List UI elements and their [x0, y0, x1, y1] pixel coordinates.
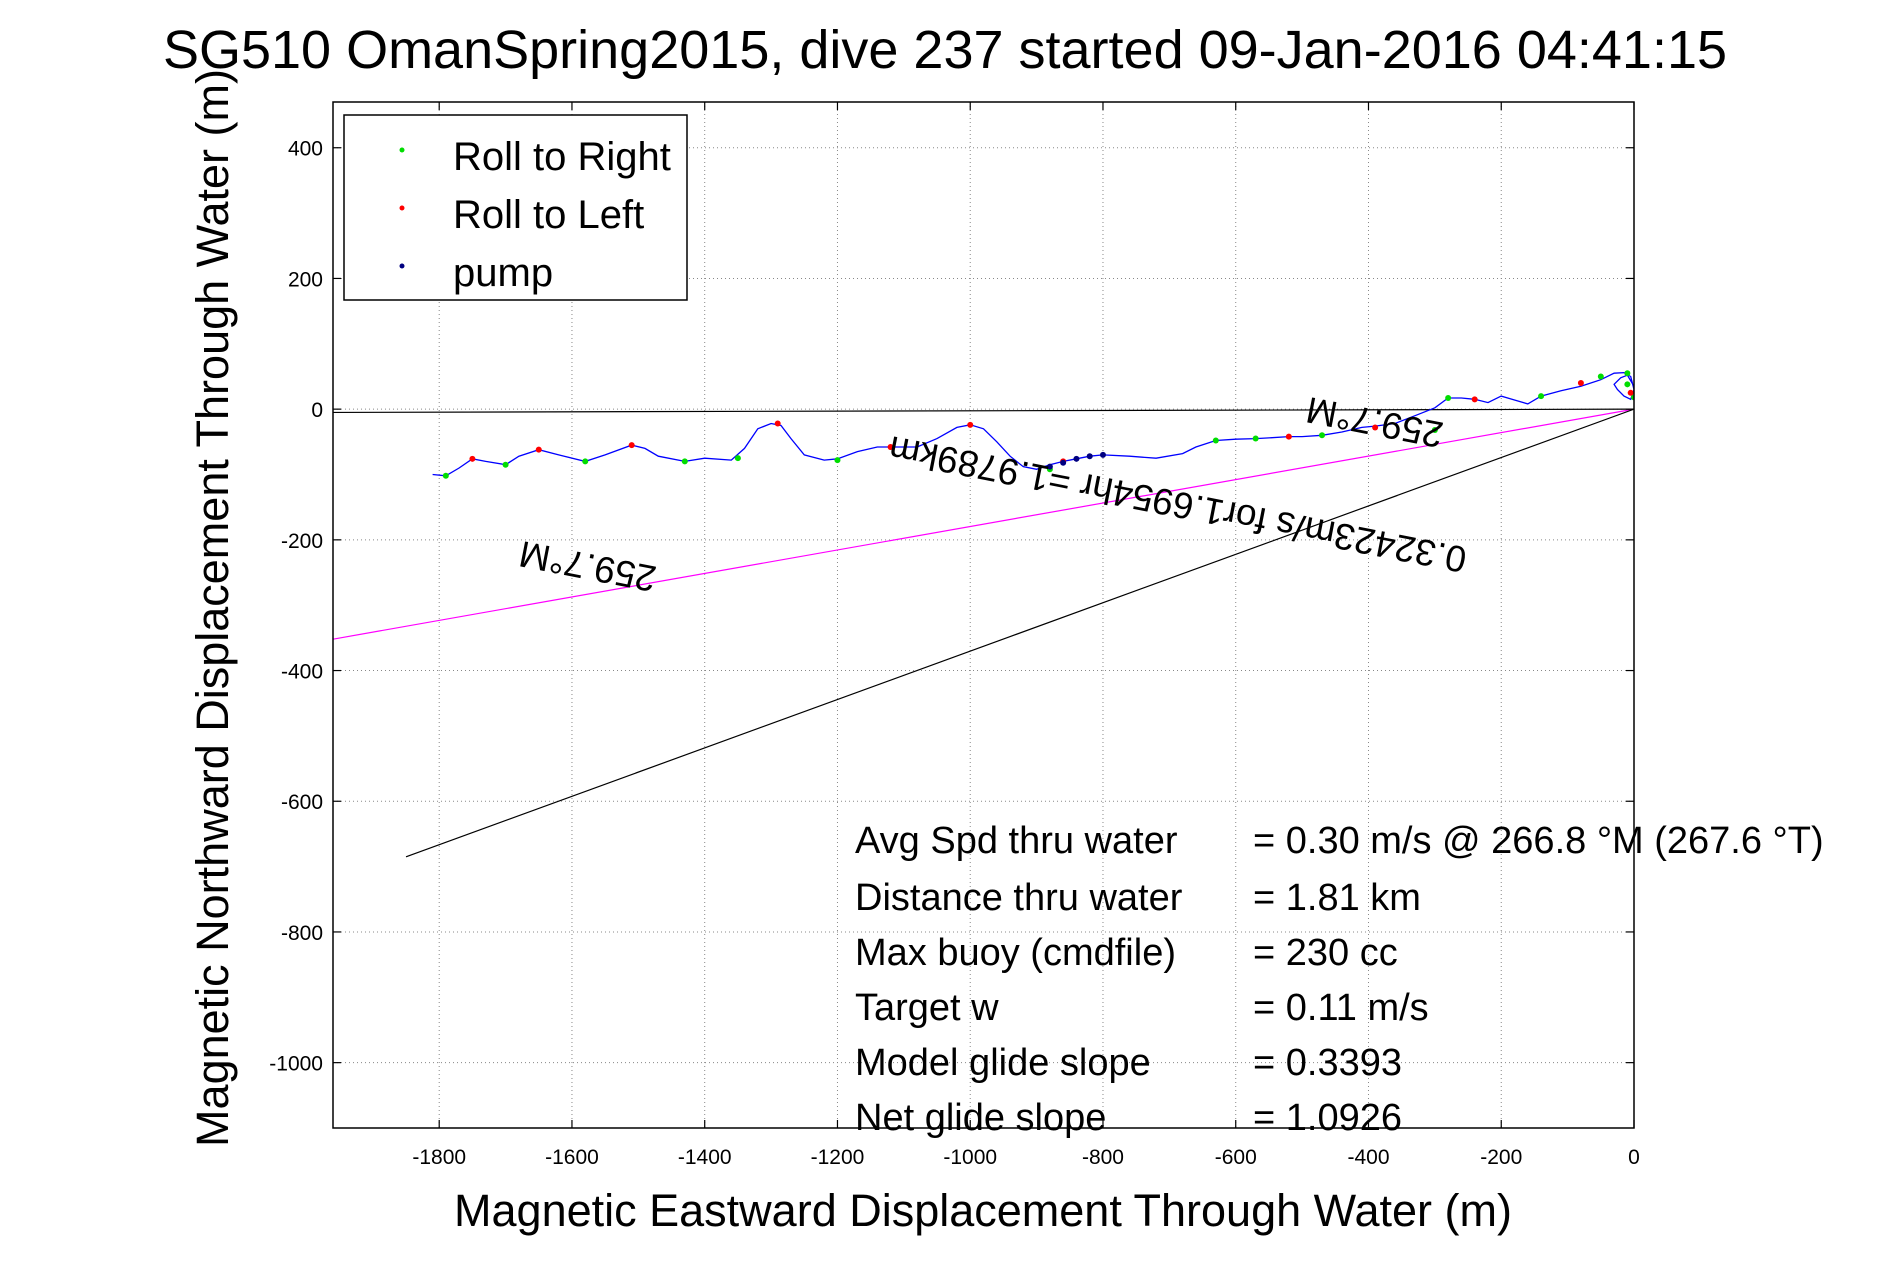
- roll-to-left-point: [967, 421, 974, 428]
- y-tick-label: -200: [281, 530, 323, 553]
- roll-to-right-point: [1445, 395, 1452, 402]
- reference-line: [333, 408, 1634, 640]
- pump-point: [1060, 459, 1067, 466]
- y-tick-label: 200: [288, 268, 323, 291]
- roll-to-right-point: [502, 461, 509, 468]
- legend-label-pump: pump: [453, 251, 553, 295]
- y-tick-label: -800: [281, 922, 323, 945]
- plot-frame: [332, 101, 1635, 1129]
- reference-lines: [333, 408, 1634, 858]
- stat-label: Model glide slope: [855, 1042, 1151, 1084]
- stat-label: Net glide slope: [855, 1097, 1106, 1139]
- roll-to-right-point: [1624, 381, 1631, 388]
- x-tick-label: 0: [1628, 1146, 1640, 1169]
- y-tick-label: 0: [311, 399, 323, 422]
- y-axis-label: Magnetic Northward Displacement Through …: [187, 69, 238, 1147]
- stat-value: = 0.3393: [1253, 1042, 1402, 1084]
- stat-label: Target w: [855, 987, 999, 1029]
- roll-to-right-point: [1431, 427, 1438, 434]
- y-tick-label: -600: [281, 791, 323, 814]
- x-tick-label: -200: [1480, 1146, 1522, 1169]
- roll-to-left-point: [1285, 433, 1292, 440]
- roll-to-right-point: [681, 458, 688, 465]
- x-tick-label: -1000: [943, 1146, 997, 1169]
- x-tick-label: -1400: [678, 1146, 732, 1169]
- roll-to-left-point: [1577, 380, 1584, 387]
- x-axis-label: Magnetic Eastward Displacement Through W…: [454, 1185, 1512, 1236]
- reference-line: [333, 408, 1634, 414]
- x-tick-label: -1800: [412, 1146, 466, 1169]
- x-tick-label: -1200: [811, 1146, 865, 1169]
- stat-value: = 0.11 m/s: [1253, 987, 1429, 1029]
- roll-to-right-point: [1212, 437, 1219, 444]
- roll-to-left-point: [887, 444, 894, 451]
- roll-to-left-point: [1627, 389, 1634, 396]
- axis-ticks: -1800 -1600 -1400 -1200 -1000 -800 -600 -400 -20…: [269, 102, 1640, 1169]
- legend-label-roll-right: Roll to Right: [453, 135, 671, 179]
- x-tick-label: -1600: [545, 1146, 599, 1169]
- roll-to-right-point: [582, 458, 589, 465]
- pump-point: [1046, 463, 1053, 470]
- roll-to-right-point: [1319, 432, 1326, 439]
- legend: Roll to Right Roll to Left pump: [343, 114, 688, 301]
- roll-to-right-point: [1252, 435, 1259, 442]
- roll-to-right-point: [834, 457, 841, 464]
- chart-title: SG510 OmanSpring2015, dive 237 started 0…: [163, 20, 1727, 80]
- pump-point: [1086, 453, 1093, 460]
- roll-to-left-point: [1471, 396, 1478, 403]
- roll-to-left-point: [774, 420, 781, 427]
- stat-value: = 1.0926: [1253, 1097, 1402, 1139]
- stats-block: Avg Spd thru water = 0.30 m/s @ 266.8 °M…: [855, 820, 1824, 1139]
- roll-to-left-point: [1372, 424, 1379, 431]
- legend-marker-pump: [399, 263, 405, 269]
- stat-label: Max buoy (cmdfile): [855, 932, 1176, 974]
- pump-point: [1099, 451, 1106, 458]
- y-tick-label: -1000: [269, 1053, 323, 1076]
- roll-to-left-point: [628, 442, 635, 449]
- stat-value: = 230 cc: [1253, 932, 1398, 974]
- roll-to-left-point: [535, 446, 542, 453]
- x-tick-label: -600: [1215, 1146, 1257, 1169]
- legend-marker-roll-right: [399, 147, 405, 153]
- legend-marker-roll-left: [399, 205, 405, 211]
- stat-value: = 0.30 m/s @ 266.8 °M (267.6 °T): [1253, 820, 1824, 862]
- x-tick-label: -800: [1082, 1146, 1124, 1169]
- roll-to-right-point: [1624, 370, 1631, 377]
- roll-to-right-point: [1538, 393, 1545, 400]
- stat-value: = 1.81 km: [1253, 877, 1421, 919]
- pump-point: [1073, 455, 1080, 462]
- reference-line: [405, 408, 1634, 858]
- roll-to-left-point: [469, 455, 476, 462]
- roll-to-right-point: [734, 455, 741, 462]
- x-tick-label: -400: [1347, 1146, 1389, 1169]
- y-tick-label: 400: [288, 138, 323, 161]
- y-tick-label: -400: [281, 661, 323, 684]
- roll-to-right-point: [1597, 373, 1604, 380]
- series-layer: [432, 370, 1634, 479]
- stat-label: Distance thru water: [855, 877, 1183, 919]
- roll-to-right-point: [442, 472, 449, 479]
- legend-label-roll-left: Roll to Left: [453, 193, 644, 237]
- stat-label: Avg Spd thru water: [855, 820, 1178, 862]
